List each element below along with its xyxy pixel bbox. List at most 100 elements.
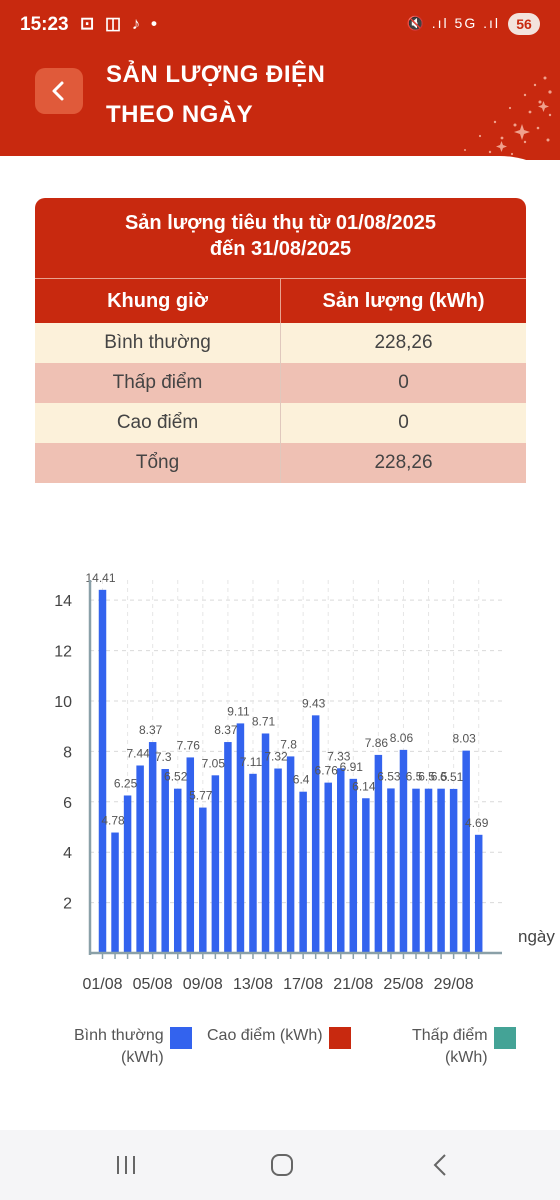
bar (136, 765, 144, 953)
row-label: Thấp điểm (35, 363, 281, 403)
legend-label-low-line2: (kWh) (444, 1049, 488, 1066)
recent-apps-button[interactable] (106, 1150, 146, 1180)
recent-apps-icon (117, 1156, 135, 1174)
bar-value-label: 7.32 (264, 750, 288, 764)
legend-item-peak[interactable]: Cao điểm (kWh) (207, 1025, 351, 1049)
bar (424, 788, 433, 953)
row-value: 0 (398, 412, 409, 433)
y-tick-label: 6 (63, 795, 72, 812)
bar-value-label: 7.05 (202, 756, 226, 770)
bar (286, 756, 295, 953)
bar (337, 768, 345, 953)
legend-label-low-line1: Thấp điểm (412, 1027, 488, 1044)
legend-swatch-peak (328, 1027, 351, 1049)
bar-value-label: 9.43 (302, 696, 326, 710)
bar (98, 589, 107, 953)
notification-icons: ⊡ ◫ ♪ • (80, 14, 160, 33)
home-button[interactable] (262, 1150, 302, 1180)
y-tick-label: 2 (63, 896, 72, 913)
x-tick-label: 09/08 (183, 976, 223, 993)
bar-value-label: 4.69 (465, 816, 489, 830)
row-value: 0 (398, 372, 409, 393)
y-tick-label: 12 (54, 644, 72, 661)
bar-value-label: 6.5 (418, 770, 435, 784)
system-nav-bar (0, 1130, 560, 1200)
bar (299, 791, 307, 953)
bar (173, 788, 182, 953)
chevron-left-icon (433, 1154, 446, 1176)
row-label: Bình thường (35, 323, 281, 363)
header: 15:23 ⊡ ◫ ♪ • 🔇 .ıl 5G .ıl 56 SẢN LƯỢNG … (0, 0, 560, 160)
bar-value-label: 5.77 (189, 789, 213, 803)
bar-value-label: 8.37 (139, 723, 163, 737)
legend-swatch-normal (169, 1027, 192, 1049)
bar (387, 788, 395, 953)
chart-legend: Bình thường (kWh) Cao điểm (kWh) Thấp đi… (0, 1025, 560, 1075)
bar (261, 733, 270, 953)
row-label: Tổng (35, 443, 281, 483)
back-nav-button[interactable] (420, 1150, 460, 1180)
table-row: Thấp điểm 0 (35, 363, 526, 403)
bar (399, 749, 408, 953)
bar-value-label: 6.4 (293, 773, 310, 787)
row-value: 228,26 (374, 452, 433, 473)
table-title-line2: đến 31/08/2025 (209, 238, 352, 260)
home-icon (271, 1154, 293, 1176)
table-row: Bình thường 228,26 (35, 323, 526, 363)
x-tick-label: 13/08 (233, 976, 273, 993)
bar (186, 757, 195, 953)
legend-item-low[interactable]: Thấp điểm (kWh) (412, 1025, 516, 1069)
bar-value-label: 7.11 (240, 755, 263, 769)
y-tick-label: 4 (63, 845, 72, 862)
page-title-line2: THEO NGÀY (106, 101, 254, 128)
bar (161, 769, 169, 953)
legend-item-normal[interactable]: Bình thường (kWh) (74, 1025, 192, 1069)
bar-value-label: 4.78 (101, 814, 125, 828)
bar-value-label: 6.52 (164, 770, 188, 784)
bar-value-label: 6.76 (315, 764, 339, 778)
bar (311, 715, 320, 953)
bar-value-label: 6.5 (431, 770, 448, 784)
column-header-time-frame: Khung giờ (35, 279, 281, 323)
bar (111, 832, 119, 953)
table-title: Sản lượng tiêu thụ từ 01/08/2025 đến 31/… (35, 198, 526, 278)
bar-value-label: 8.71 (252, 714, 276, 728)
bar-value-label: 7.33 (327, 749, 351, 763)
bar-value-label: 6.51 (440, 770, 464, 784)
bar (449, 788, 458, 953)
daily-consumption-chart: 2 4 6 8 10 12 14 14.41 4.78 6.25 7.44 8.37 7.3 6.52 7.… (0, 550, 560, 1000)
bar-value-label: 7.44 (126, 746, 150, 760)
x-tick-label: 25/08 (383, 976, 423, 993)
bar (211, 775, 220, 953)
bar-value-label: 6.91 (340, 760, 364, 774)
legend-swatch-low (493, 1027, 516, 1049)
header-curve (0, 156, 560, 196)
y-tick-label: 14 (54, 593, 72, 610)
x-axis-label: ngày (518, 927, 555, 946)
table-row: Tổng 228,26 (35, 443, 526, 483)
bar-value-label: 6.14 (352, 779, 376, 793)
consumption-table: Sản lượng tiêu thụ từ 01/08/2025 đến 31/… (35, 198, 526, 483)
x-tick-label: 01/08 (82, 976, 122, 993)
bar (412, 788, 420, 953)
bar-value-label: 9.11 (227, 704, 250, 718)
bar-value-label: 7.8 (280, 737, 297, 751)
x-tick-label: 21/08 (333, 976, 373, 993)
page-title-line1: SẢN LƯỢNG ĐIỆN (106, 61, 326, 88)
bar-chart: 2 4 6 8 10 12 14 14.41 4.78 6.25 7.44 8.37 7.3 6.52 7.… (54, 571, 555, 993)
bar (324, 782, 332, 953)
bar (123, 795, 132, 953)
table-header-row: Khung giờ Sản lượng (kWh) (35, 278, 526, 323)
bar (224, 742, 232, 953)
status-time: 15:23 (20, 14, 69, 35)
x-tick-label: 17/08 (283, 976, 323, 993)
battery-icon: 56 (508, 13, 540, 35)
bar (148, 742, 157, 953)
back-button[interactable] (35, 68, 83, 114)
bar (236, 723, 245, 953)
bar (274, 768, 282, 953)
bar (199, 807, 207, 953)
sparkle-decoration-icon (464, 76, 552, 156)
y-tick-label: 8 (63, 744, 72, 761)
bar-value-label: 7.86 (365, 736, 389, 750)
